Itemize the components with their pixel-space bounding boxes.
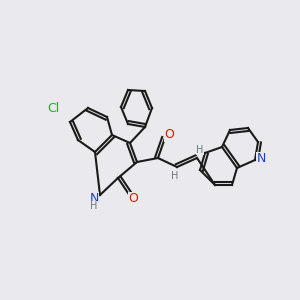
Text: O: O bbox=[164, 128, 174, 142]
Text: H: H bbox=[196, 145, 204, 155]
Text: H: H bbox=[90, 201, 98, 211]
Text: N: N bbox=[89, 191, 99, 205]
Text: O: O bbox=[128, 191, 138, 205]
Text: Cl: Cl bbox=[47, 101, 59, 115]
Text: H: H bbox=[171, 171, 179, 181]
Text: N: N bbox=[256, 152, 266, 164]
